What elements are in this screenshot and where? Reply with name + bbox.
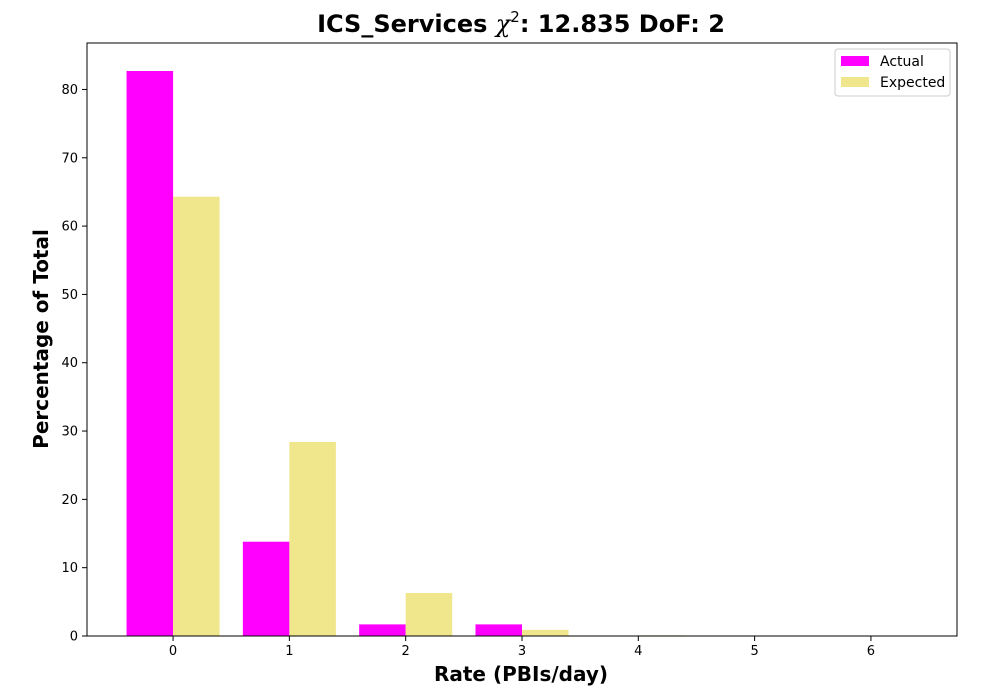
- y-axis-label: Percentage of Total: [29, 229, 53, 449]
- x-tick-label: 2: [402, 644, 410, 659]
- x-tick-label: 1: [285, 644, 293, 659]
- bar-actual-1: [242, 541, 290, 636]
- y-tick-label: 30: [61, 425, 78, 440]
- title-suffix: : 12.835 DoF: 2: [520, 10, 725, 38]
- bar-expected-3: [522, 629, 569, 636]
- y-tick-label: 50: [61, 288, 78, 303]
- bar-actual-0: [126, 71, 174, 636]
- x-tick-label: 0: [169, 644, 177, 659]
- x-tick-label: 5: [750, 644, 758, 659]
- y-tick-label: 70: [61, 151, 78, 166]
- title-chi-symbol: χ: [494, 10, 512, 38]
- title-chi-superscript: 2: [510, 8, 520, 26]
- x-tick-label: 6: [867, 644, 875, 659]
- y-tick-label: 80: [61, 83, 78, 98]
- legend-label-actual: Actual: [880, 54, 924, 70]
- legend-swatch-expected: [841, 77, 869, 87]
- y-tick-label: 40: [61, 356, 78, 371]
- bar-actual-3: [475, 624, 522, 636]
- bar-expected-2: [405, 592, 453, 636]
- chart-title: ICS_Services χ2: 12.835 DoF: 2: [317, 8, 725, 38]
- bar-actual-2: [359, 624, 406, 636]
- x-tick-label: 3: [518, 644, 526, 659]
- title-prefix: ICS_Services: [317, 10, 496, 38]
- y-tick-label: 20: [61, 493, 78, 508]
- bar-expected-0: [173, 196, 220, 636]
- x-tick-label: 4: [634, 644, 642, 659]
- y-tick-label: 0: [70, 630, 78, 645]
- legend-label-expected: Expected: [880, 75, 945, 91]
- legend-swatch-actual: [841, 56, 869, 66]
- bar-expected-1: [289, 441, 336, 636]
- legend: Actual Expected: [834, 48, 951, 97]
- x-axis-label: Rate (PBIs/day): [434, 662, 608, 686]
- y-tick-label: 10: [61, 561, 78, 576]
- y-tick-label: 60: [61, 220, 78, 235]
